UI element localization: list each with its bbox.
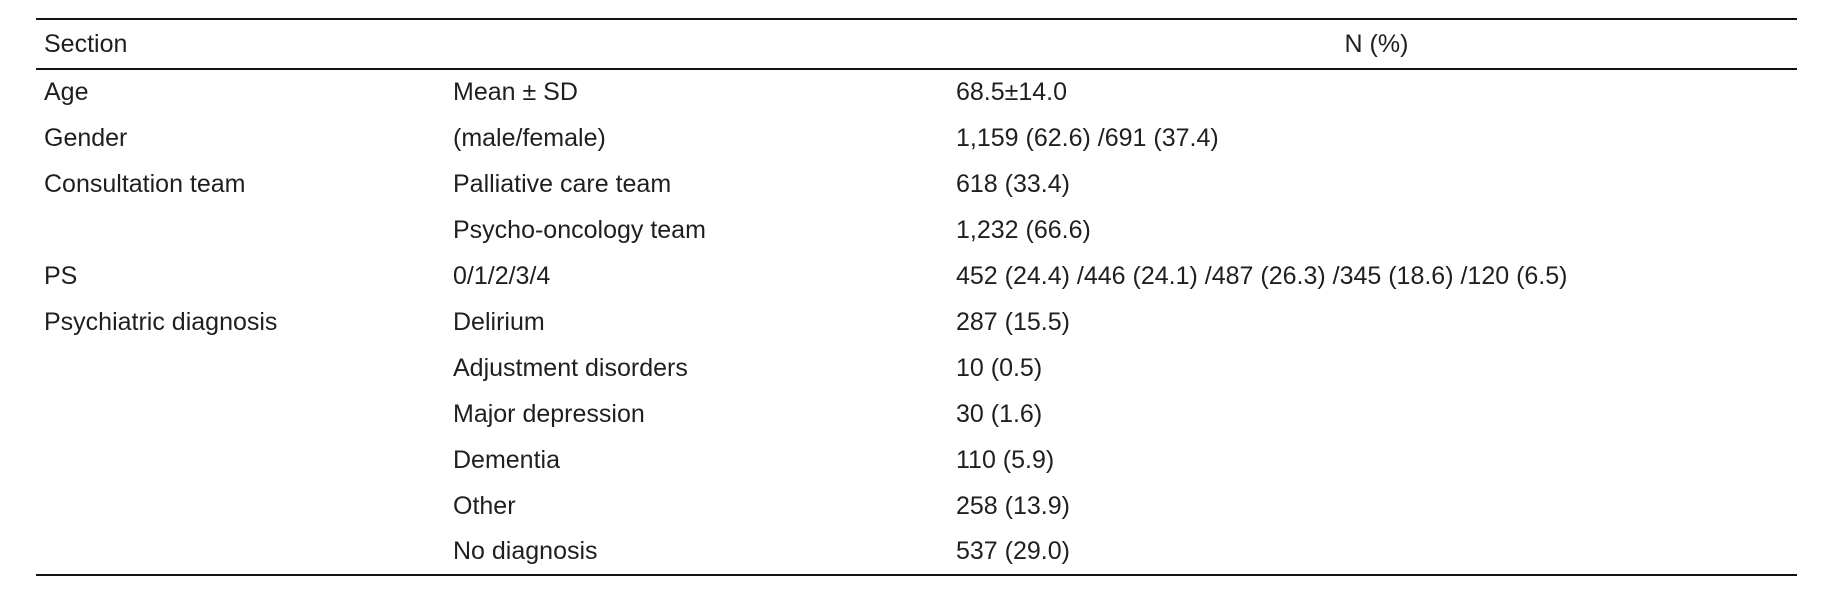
label-cell: Palliative care team xyxy=(453,169,672,198)
table-row: Age Mean ± SD 68.5±14.0 xyxy=(36,69,1797,115)
value-cell: 452 (24.4) /446 (24.1) /487 (26.3) /345 … xyxy=(956,261,1568,290)
section-cell: PS xyxy=(44,261,78,290)
section-cell xyxy=(36,207,453,253)
value-cell: 287 (15.5) xyxy=(956,307,1070,336)
section-cell xyxy=(36,529,453,575)
label-cell: Adjustment disorders xyxy=(453,353,688,382)
value-cell: 68.5±14.0 xyxy=(956,78,1068,106)
section-cell: Age xyxy=(44,78,89,106)
label-cell: (male/female) xyxy=(453,123,606,152)
value-cell: 1,232 (66.6) xyxy=(956,215,1091,244)
label-cell: 0/1/2/3/4 xyxy=(453,261,551,290)
table-row: No diagnosis 537 (29.0) xyxy=(36,529,1797,575)
table-row: Gender (male/female) 1,159 (62.6) /691 (37… xyxy=(36,115,1797,161)
label-cell: Dementia xyxy=(453,445,560,474)
section-cell: Psychiatric diagnosis xyxy=(44,307,278,336)
table-row: Other 258 (13.9) xyxy=(36,483,1797,529)
label-cell: Other xyxy=(453,491,516,520)
table-row: Psycho-oncology team 1,232 (66.6) xyxy=(36,207,1797,253)
section-cell: Gender xyxy=(44,123,128,152)
column-header-spacer xyxy=(453,19,956,69)
table-body: Age Mean ± SD 68.5±14.0 Gender (male/female)… xyxy=(36,69,1797,575)
table-row: Consultation team Palliative care team 618… xyxy=(36,161,1797,207)
value-cell: 537 (29.0) xyxy=(956,537,1070,565)
section-cell xyxy=(36,391,453,437)
value-cell: 618 (33.4) xyxy=(956,169,1070,198)
value-cell: 10 (0.5) xyxy=(956,353,1043,382)
table-header: Section N (%) xyxy=(36,19,1797,69)
section-cell xyxy=(36,483,453,529)
characteristics-table-container: Section N (%) Age Mean ± SD 68.5±14.0 Gende… xyxy=(36,18,1797,576)
label-cell: Psycho-oncology team xyxy=(453,215,706,244)
table-row: Dementia 110 (5.9) xyxy=(36,437,1797,483)
value-cell: 1,159 (62.6) /691 (37.4) xyxy=(956,123,1219,152)
column-header-n-percent: N (%) xyxy=(1344,29,1409,58)
column-header-section: Section xyxy=(44,29,128,58)
table-row: PS 0/1/2/3/4 452 (24.4) /446 (24.1) /487 (… xyxy=(36,253,1797,299)
label-cell: Mean ± SD xyxy=(453,78,578,106)
table-row: Psychiatric diagnosis Delirium 287 (15.5) xyxy=(36,299,1797,345)
table-row: Adjustment disorders 10 (0.5) xyxy=(36,345,1797,391)
value-cell: 110 (5.9) xyxy=(956,445,1055,474)
value-cell: 258 (13.9) xyxy=(956,491,1070,520)
section-cell xyxy=(36,437,453,483)
label-cell: Major depression xyxy=(453,399,645,428)
value-cell: 30 (1.6) xyxy=(956,399,1043,428)
header-row: Section N (%) xyxy=(36,19,1797,69)
label-cell: Delirium xyxy=(453,307,545,336)
section-cell xyxy=(36,345,453,391)
patient-characteristics-table: Section N (%) Age Mean ± SD 68.5±14.0 Gende… xyxy=(36,18,1797,576)
label-cell: No diagnosis xyxy=(453,537,598,565)
table-row: Major depression 30 (1.6) xyxy=(36,391,1797,437)
section-cell: Consultation team xyxy=(44,169,246,198)
